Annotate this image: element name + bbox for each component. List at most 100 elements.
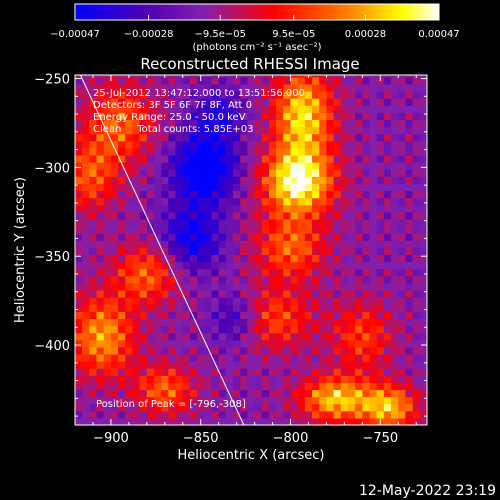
heatmap-cell	[340, 211, 349, 220]
heatmap-cell	[369, 403, 378, 412]
heatmap-cell	[118, 233, 126, 241]
heatmap-cell	[75, 318, 83, 327]
heatmap-cell	[154, 261, 162, 270]
heatmap-cell	[204, 375, 213, 383]
heatmap-cell	[161, 368, 169, 376]
heatmap-cell	[268, 90, 277, 99]
heatmap-cell	[75, 410, 83, 419]
heatmap-cell	[225, 204, 234, 213]
heatmap-cell	[340, 169, 349, 177]
heatmap-cell	[189, 140, 198, 149]
heatmap-cell	[197, 169, 205, 177]
heatmap-cell	[82, 353, 90, 362]
heatmap-cell	[312, 83, 320, 92]
heatmap-cell	[261, 75, 270, 78]
heatmap-cell	[189, 410, 198, 419]
heatmap-cell	[182, 226, 191, 234]
heatmap-cell	[182, 261, 191, 270]
heatmap-cell	[197, 282, 205, 291]
heatmap-cell	[146, 211, 155, 220]
heatmap-cell	[103, 339, 112, 348]
heatmap-cell	[189, 162, 198, 170]
heatmap-cell	[204, 282, 213, 291]
heatmap-cell	[333, 147, 342, 156]
heatmap-cell	[405, 83, 414, 92]
heatmap-cell	[369, 83, 378, 92]
heatmap-cell	[369, 389, 378, 398]
heatmap-cell	[383, 197, 392, 206]
heatmap-cell	[347, 304, 356, 312]
heatmap-cell	[347, 126, 356, 135]
heatmap-cell	[333, 140, 342, 149]
heatmap-cell	[290, 75, 299, 78]
heatmap-cell	[319, 204, 328, 213]
heatmap-cell	[326, 389, 335, 398]
heatmap-cell	[376, 318, 385, 327]
heatmap-cell	[333, 389, 342, 398]
heatmap-cell	[297, 368, 306, 376]
heatmap-cell	[197, 268, 205, 277]
heatmap-cell	[326, 368, 335, 376]
heatmap-cell	[103, 154, 112, 163]
heatmap-cell	[247, 226, 256, 234]
heatmap-cell	[82, 332, 90, 341]
heatmap-cell	[182, 154, 191, 163]
heatmap-cell	[405, 218, 414, 227]
heatmap-cell	[89, 304, 98, 312]
heatmap-cell	[89, 410, 98, 419]
heatmap-cell	[82, 233, 90, 241]
heatmap-cell	[82, 361, 90, 369]
heatmap-cell	[369, 297, 378, 305]
heatmap-cell	[118, 112, 126, 121]
heatmap-cell	[132, 147, 141, 156]
heatmap-cell	[75, 204, 83, 213]
heatmap-cell	[369, 304, 378, 312]
heatmap-cell	[362, 169, 371, 177]
heatmap-cell	[139, 275, 148, 284]
heatmap-cell	[254, 368, 263, 376]
heatmap-cell	[268, 233, 277, 241]
heatmap-cell	[333, 133, 342, 142]
heatmap-cell	[182, 410, 191, 419]
heatmap-cell	[204, 297, 213, 305]
heatmap-cell	[376, 119, 385, 128]
heatmap-cell	[161, 126, 169, 135]
heatmap-cell	[290, 318, 299, 327]
heatmap-cell	[218, 190, 227, 199]
heatmap-cell	[261, 353, 270, 362]
heatmap-cell	[175, 368, 184, 376]
heatmap-cell	[383, 382, 392, 391]
heatmap-cell	[233, 382, 241, 391]
heatmap-cell	[405, 382, 414, 391]
heatmap-cell	[103, 254, 112, 263]
heatmap-cell	[146, 268, 155, 277]
heatmap-cell	[146, 325, 155, 334]
heatmap-cell	[340, 98, 349, 106]
heatmap-cell	[319, 190, 328, 199]
heatmap-cell	[247, 325, 256, 334]
heatmap-cell	[254, 382, 263, 391]
heatmap-cell	[146, 382, 155, 391]
heatmap-cell	[391, 261, 399, 270]
heatmap-cell	[268, 353, 277, 362]
heatmap-cell	[268, 83, 277, 92]
heatmap-cell	[419, 254, 427, 263]
heatmap-cell	[419, 261, 427, 270]
heatmap-cell	[218, 304, 227, 312]
heatmap-cell	[290, 261, 299, 270]
heatmap-cell	[218, 325, 227, 334]
heatmap-cell	[383, 218, 392, 227]
heatmap-cell	[125, 403, 134, 412]
heatmap-cell	[297, 218, 306, 227]
heatmap-cell	[168, 183, 177, 192]
heatmap-cell	[189, 382, 198, 391]
heatmap-cell	[189, 375, 198, 383]
heatmap-cell	[254, 261, 263, 270]
heatmap-cell	[312, 318, 320, 327]
heatmap-cell	[247, 112, 256, 121]
heatmap-cell	[218, 240, 227, 248]
heatmap-cell	[340, 275, 349, 284]
heatmap-cell	[139, 204, 148, 213]
heatmap-cell	[125, 254, 134, 263]
heatmap-cell	[369, 133, 378, 142]
